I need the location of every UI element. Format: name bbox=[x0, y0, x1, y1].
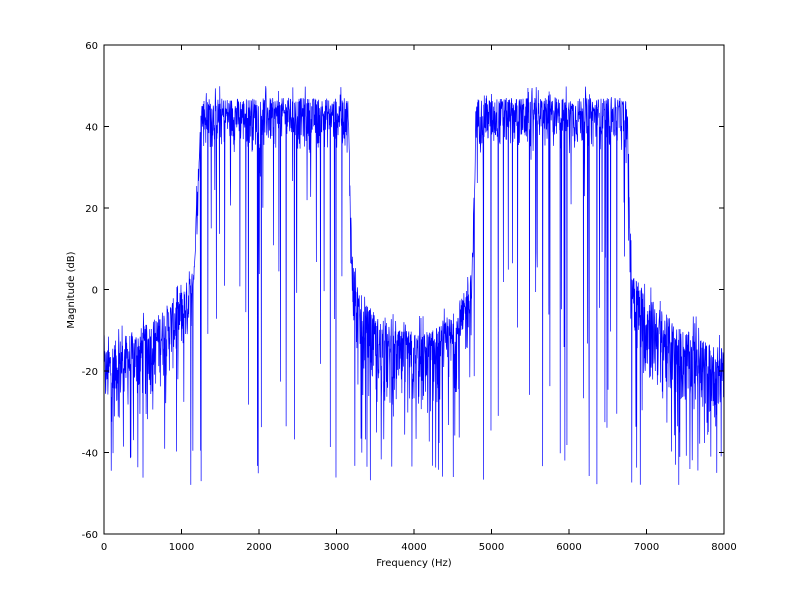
x-tick-label: 4000 bbox=[401, 542, 426, 553]
x-ticks: 0 1000 2000 3000 4000 5000 6000 7000 8000 bbox=[101, 45, 737, 553]
y-axis-label: Magnitude (dB) bbox=[66, 251, 77, 328]
x-tick-label: 3000 bbox=[324, 542, 349, 553]
x-tick-label: 2000 bbox=[246, 542, 271, 553]
series-line-0 bbox=[103, 86, 725, 485]
y-ticks: -60 -40 -20 0 20 40 60 bbox=[82, 41, 724, 541]
y-tick-label: 40 bbox=[85, 123, 98, 134]
x-tick-label: 6000 bbox=[556, 542, 581, 553]
y-tick-label: -20 bbox=[82, 367, 98, 378]
x-tick-label: 7000 bbox=[634, 542, 659, 553]
y-tick-label: 0 bbox=[92, 286, 98, 297]
y-tick-label: 60 bbox=[85, 41, 98, 52]
x-axis-label: Frequency (Hz) bbox=[376, 558, 452, 569]
x-tick-label: 0 bbox=[101, 542, 107, 553]
x-tick-label: 8000 bbox=[711, 542, 736, 553]
series-layer bbox=[103, 86, 725, 485]
y-tick-label: 20 bbox=[85, 204, 98, 215]
x-tick-label: 1000 bbox=[169, 542, 194, 553]
y-tick-label: -60 bbox=[82, 530, 98, 541]
x-tick-label: 5000 bbox=[479, 542, 504, 553]
y-tick-label: -40 bbox=[82, 449, 98, 460]
